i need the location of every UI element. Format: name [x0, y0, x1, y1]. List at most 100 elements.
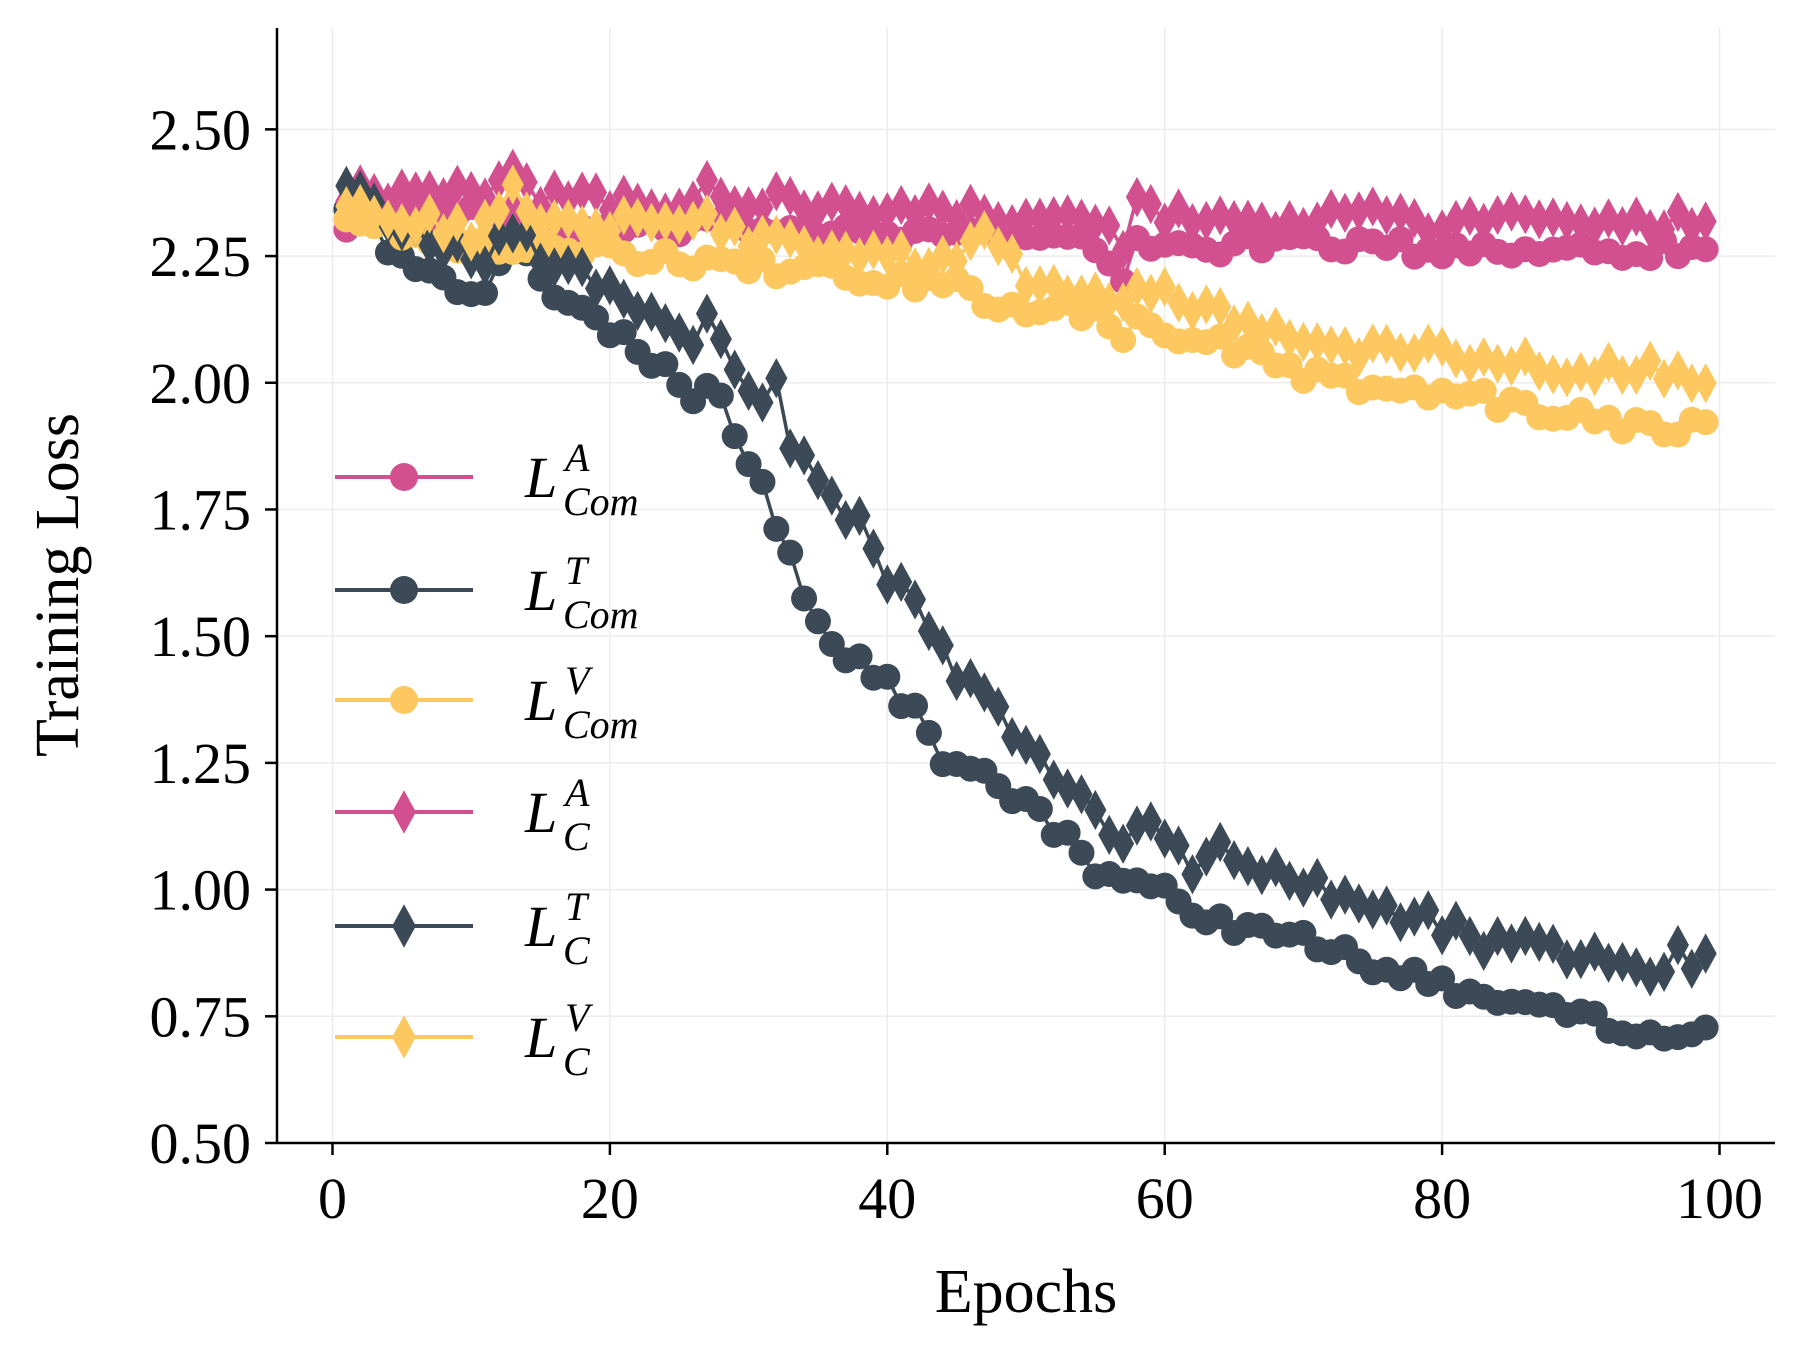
- series-point: [945, 198, 968, 240]
- series-point: [1236, 199, 1259, 240]
- y-tick-label: 0.75: [150, 984, 252, 1049]
- series-point: [1528, 199, 1551, 240]
- series-point: [571, 171, 594, 212]
- y-tick-label: 2.25: [150, 224, 252, 289]
- series-point: [1692, 409, 1719, 436]
- series-point: [460, 170, 483, 212]
- series-point: [945, 240, 968, 282]
- series-point: [612, 278, 635, 320]
- series-point: [529, 202, 552, 244]
- series-point: [682, 200, 705, 241]
- series-point: [806, 190, 829, 231]
- series-point: [862, 528, 885, 569]
- series-point: [876, 564, 899, 605]
- series-point: [474, 245, 497, 286]
- series-point: [1014, 197, 1038, 238]
- series-point: [721, 423, 748, 450]
- series-point: [472, 279, 499, 306]
- series-point: [612, 195, 635, 236]
- series-point: [1417, 323, 1440, 364]
- series-point: [1070, 774, 1093, 815]
- series-point: [1014, 265, 1038, 307]
- series-point: [1361, 889, 1384, 930]
- series-point: [1070, 274, 1093, 315]
- series-point: [1680, 363, 1703, 404]
- x-tick-label: 20: [581, 1166, 639, 1231]
- series-point: [820, 229, 843, 270]
- series-point: [543, 247, 566, 288]
- series-point: [1542, 923, 1565, 964]
- series-point: [1125, 805, 1149, 846]
- series-point: [668, 204, 691, 245]
- series-point: [987, 226, 1010, 267]
- series-point: [1084, 203, 1107, 244]
- series-point: [751, 214, 774, 255]
- legend-marker: [392, 904, 416, 948]
- series-point: [418, 225, 441, 266]
- series-point: [446, 201, 469, 243]
- series-point: [1001, 203, 1024, 245]
- series-point: [1292, 321, 1315, 362]
- x-tick-label: 40: [858, 1166, 916, 1231]
- y-tick-label: 1.75: [150, 477, 252, 542]
- series-point: [1680, 948, 1703, 989]
- series-point: [390, 202, 413, 244]
- series-point: [709, 318, 732, 360]
- series-point: [915, 719, 942, 746]
- series-point: [1597, 198, 1620, 239]
- series-point: [1098, 205, 1121, 246]
- series-point: [1444, 900, 1468, 941]
- legend-label-sub: Com: [563, 592, 639, 637]
- series-point: [640, 291, 663, 332]
- series-point: [1278, 318, 1301, 359]
- series-point: [1375, 195, 1398, 236]
- series-point: [848, 495, 871, 536]
- series-point: [1389, 332, 1412, 373]
- series-point: [1444, 199, 1468, 241]
- series-point: [723, 185, 746, 226]
- series-point: [1692, 1014, 1719, 1041]
- series-point: [1569, 351, 1592, 393]
- legend-label-sup: V: [565, 995, 594, 1040]
- series-point: [779, 428, 802, 469]
- series-1: [333, 196, 1719, 1052]
- series-point: [834, 230, 857, 271]
- series-point: [626, 290, 649, 331]
- series-point: [1375, 885, 1398, 926]
- series-point: [1153, 266, 1176, 307]
- series-point: [529, 242, 552, 283]
- series-point: [418, 169, 441, 211]
- series-point: [501, 164, 524, 205]
- series-point: [626, 197, 649, 238]
- series-point: [987, 200, 1010, 242]
- legend-label-sub: C: [563, 928, 591, 973]
- series-5: [335, 164, 1717, 404]
- series-point: [474, 198, 497, 240]
- series-point: [959, 183, 982, 225]
- series-point: [737, 186, 760, 227]
- series-point: [987, 686, 1010, 727]
- series-point: [1625, 354, 1648, 396]
- legend-label-sup: V: [565, 658, 594, 703]
- series-point: [820, 181, 843, 222]
- series-point: [1181, 203, 1204, 244]
- series-point: [848, 237, 871, 278]
- series-point: [1542, 354, 1565, 395]
- series-point: [584, 207, 608, 248]
- series-point: [460, 221, 483, 262]
- series-point: [903, 247, 927, 288]
- series-point: [1694, 933, 1717, 974]
- legend-item: L VC: [335, 995, 594, 1084]
- series-point: [335, 185, 358, 227]
- series-point: [1500, 191, 1523, 232]
- series-point: [1347, 191, 1370, 232]
- series-point: [474, 177, 497, 218]
- series-point: [973, 210, 996, 251]
- x-tick-label: 0: [318, 1166, 347, 1231]
- series-point: [1042, 195, 1065, 237]
- y-tick-label: 1.25: [150, 731, 252, 796]
- series-point: [1209, 286, 1232, 328]
- series-point: [446, 164, 469, 205]
